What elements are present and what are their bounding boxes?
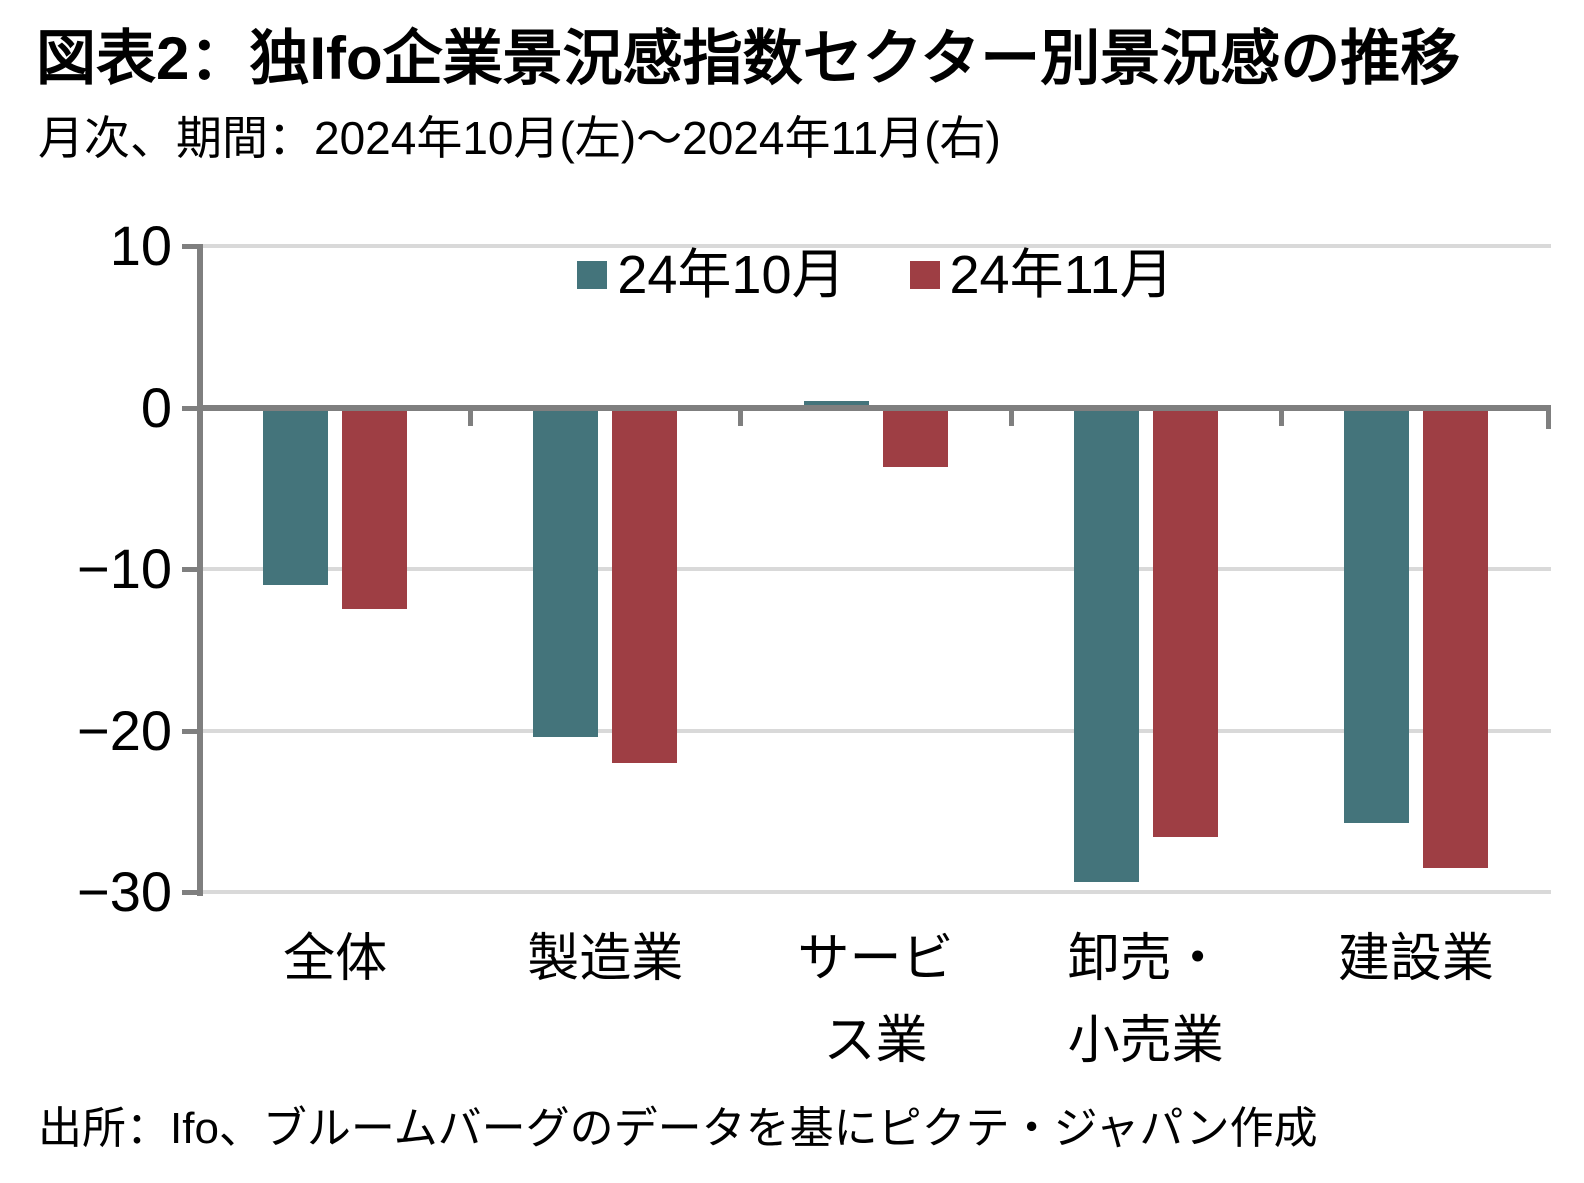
x-axis-tick xyxy=(1008,407,1014,426)
bar-24年10月-サービス業 xyxy=(803,401,869,408)
y-axis-tick-10 xyxy=(182,244,200,249)
y-axis-tick-−20 xyxy=(182,728,200,734)
y-axis-label: −10 xyxy=(77,537,172,600)
gridline-10 xyxy=(200,244,1551,248)
legend-item: 24年10月 xyxy=(577,245,846,305)
y-axis-tick-−30 xyxy=(182,890,200,895)
x-axis-line xyxy=(197,404,1551,411)
gridline-−10 xyxy=(200,567,1551,571)
x-axis-category-label-line: 全体 xyxy=(283,930,388,988)
x-axis-category-label: 全体 xyxy=(200,918,470,1000)
bar-24年11月-全体 xyxy=(342,407,408,610)
bar-24年10月-製造業 xyxy=(533,407,599,737)
y-axis-tick-0 xyxy=(182,405,200,411)
bar-24年11月-建設業 xyxy=(1422,407,1488,868)
y-axis-label: 10 xyxy=(109,214,172,277)
x-axis-category-label: 製造業 xyxy=(470,918,740,1000)
bar-24年11月-製造業 xyxy=(612,407,678,763)
bar-24年10月-全体 xyxy=(263,407,329,586)
legend-label: 24年11月 xyxy=(949,245,1174,305)
gridline-−20 xyxy=(200,728,1551,733)
x-axis-category-label: サービ ス業 xyxy=(740,918,1010,1082)
y-axis-tick-−10 xyxy=(182,567,200,572)
bar-24年11月-サービス業 xyxy=(882,407,948,468)
x-axis-category-label-line: 小売業 xyxy=(1067,1012,1224,1070)
legend: 24年10月 24年11月 xyxy=(200,244,1551,306)
chart-title: 図表2：独Ifo企業景況感指数セクター別景況感の推移 xyxy=(36,25,1461,92)
legend-item: 24年11月 xyxy=(909,245,1174,305)
gridline-−30 xyxy=(200,890,1551,894)
x-axis-tick xyxy=(1278,407,1284,426)
x-axis-category-label: 卸売・ 小売業 xyxy=(1011,918,1281,1082)
bar-24年10月-卸売・小売業 xyxy=(1073,407,1139,883)
y-axis-label: −20 xyxy=(77,698,172,762)
x-axis-category-label-line: 卸売・ xyxy=(1067,930,1224,988)
legend-swatch-icon xyxy=(577,261,608,289)
x-axis-category-label: 建設業 xyxy=(1281,918,1551,1000)
y-axis-label: −30 xyxy=(77,860,172,923)
legend-swatch-icon xyxy=(909,261,940,289)
legend-label: 24年10月 xyxy=(617,245,846,305)
y-axis-line xyxy=(197,244,203,896)
chart-subtitle: 月次、期間：2024年10月(左)～2024年11月(右) xyxy=(38,112,1001,164)
x-axis-category-label-line: 製造業 xyxy=(527,930,684,988)
source-note: 出所：Ifo、ブルームバーグのデータを基にピクテ・ジャパン作成 xyxy=(38,1104,1318,1153)
x-axis-end-tick xyxy=(1546,404,1551,429)
x-axis-tick xyxy=(738,407,744,426)
bar-24年11月-卸売・小売業 xyxy=(1152,407,1218,838)
bar-24年10月-建設業 xyxy=(1343,407,1409,823)
x-axis-category-label-line: ス業 xyxy=(823,1012,928,1070)
x-axis-category-label-line: 建設業 xyxy=(1337,930,1494,988)
x-axis-tick xyxy=(468,407,474,426)
y-axis-label: 0 xyxy=(140,375,172,439)
x-axis-category-label-line: サービ xyxy=(797,930,954,988)
